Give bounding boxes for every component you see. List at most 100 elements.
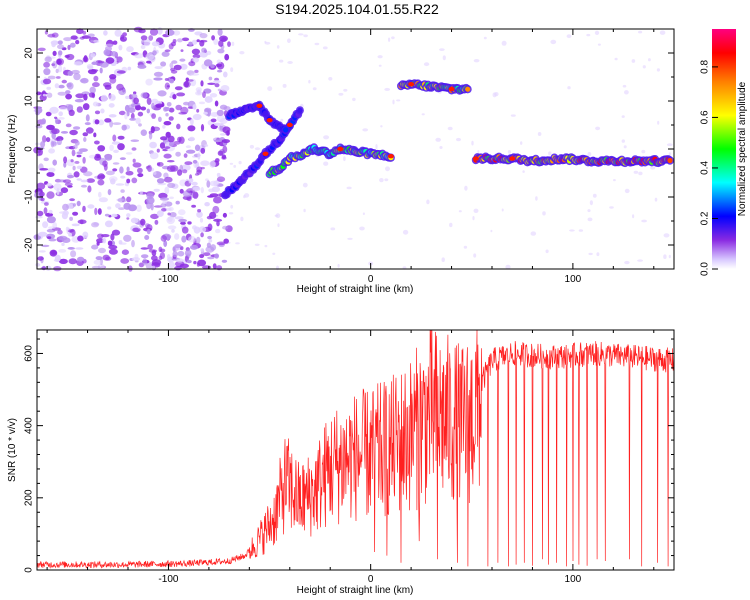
- noise-speck: [87, 204, 95, 209]
- noise-speck: [135, 105, 142, 111]
- noise-speck: [120, 175, 126, 179]
- noise-speck: [187, 221, 192, 225]
- noise-speck: [124, 112, 128, 120]
- y-tick-label: 20: [24, 47, 35, 59]
- noise-speck: [435, 137, 442, 142]
- noise-speck: [196, 211, 203, 218]
- noise-speck: [164, 176, 173, 183]
- noise-speck: [613, 179, 616, 182]
- noise-speck: [75, 39, 80, 45]
- noise-speck: [158, 255, 163, 261]
- noise-speck: [47, 75, 56, 80]
- noise-speck: [71, 69, 80, 75]
- noise-speck: [402, 229, 409, 235]
- noise-speck: [205, 50, 212, 56]
- y-tick-label: 200: [24, 489, 35, 506]
- noise-speck: [162, 200, 167, 204]
- noise-speck: [71, 149, 76, 157]
- noise-speck: [67, 44, 71, 51]
- noise-speck: [92, 82, 100, 88]
- spectrogram-y-label: Frequency (Hz): [7, 115, 18, 184]
- noise-speck: [140, 218, 146, 226]
- noise-speck: [94, 140, 100, 145]
- noise-speck: [70, 250, 77, 258]
- colorbar-tick-label: 0.4: [700, 161, 711, 175]
- noise-speck: [217, 28, 223, 36]
- noise-speck: [120, 258, 130, 264]
- noise-speck: [222, 225, 229, 230]
- noise-speck: [67, 174, 75, 179]
- noise-speck: [57, 229, 63, 235]
- spectrogram-traces: [221, 79, 674, 200]
- noise-speck: [621, 115, 625, 118]
- noise-speck: [190, 73, 200, 76]
- noise-speck: [589, 200, 594, 206]
- noise-speck: [44, 202, 49, 206]
- noise-speck: [166, 165, 176, 173]
- noise-speck: [53, 183, 62, 191]
- noise-speck: [137, 173, 144, 178]
- noise-speck: [150, 213, 159, 220]
- noise-speck: [145, 78, 153, 86]
- noise-speck: [99, 174, 106, 179]
- y-tick-label: 600: [24, 345, 35, 362]
- noise-speck: [140, 129, 147, 136]
- noise-speck: [163, 153, 172, 159]
- noise-speck: [191, 48, 200, 55]
- noise-speck: [46, 183, 53, 187]
- noise-speck: [126, 46, 134, 53]
- noise-speck: [63, 37, 72, 42]
- noise-speck: [51, 132, 56, 140]
- noise-speck: [48, 209, 53, 214]
- noise-speck: [492, 92, 497, 98]
- noise-speck: [197, 209, 202, 213]
- noise-speck: [198, 226, 207, 233]
- noise-speck: [346, 186, 352, 190]
- noise-speck: [43, 68, 51, 76]
- noise-speck: [195, 87, 202, 93]
- noise-speck: [337, 263, 340, 268]
- x-tick-label: 0: [368, 574, 374, 585]
- noise-speck: [93, 75, 99, 82]
- noise-speck: [167, 216, 173, 222]
- noise-speck: [264, 40, 267, 44]
- noise-speck: [243, 195, 246, 199]
- noise-speck: [510, 114, 516, 117]
- noise-speck: [275, 213, 281, 219]
- noise-speck: [196, 108, 200, 113]
- noise-speck: [213, 38, 219, 46]
- noise-speck: [111, 229, 121, 236]
- noise-speck: [49, 106, 59, 114]
- noise-speck: [188, 236, 196, 243]
- noise-speck: [41, 118, 46, 125]
- noise-speck: [60, 187, 69, 194]
- noise-speck: [148, 132, 153, 140]
- noise-speck: [65, 90, 71, 95]
- noise-speck: [58, 258, 68, 264]
- noise-speck: [104, 118, 112, 123]
- noise-speck: [193, 260, 197, 265]
- noise-speck: [322, 46, 328, 50]
- noise-speck: [216, 109, 224, 117]
- noise-speck: [91, 222, 99, 228]
- colorbar-ticks: 0.0 0.2 0.4 0.6 0.8: [700, 60, 718, 276]
- noise-speck: [82, 132, 89, 137]
- noise-speck: [303, 34, 308, 38]
- noise-speck: [223, 106, 231, 111]
- noise-speck: [96, 175, 101, 180]
- noise-speck: [222, 145, 228, 154]
- noise-speck: [116, 83, 124, 91]
- noise-speck: [42, 221, 49, 229]
- noise-speck: [214, 83, 220, 88]
- noise-speck: [199, 40, 205, 47]
- noise-speck: [182, 169, 188, 174]
- noise-speck: [84, 122, 91, 126]
- noise-speck: [152, 171, 157, 175]
- noise-speck: [152, 50, 157, 56]
- noise-speck: [157, 90, 167, 97]
- noise-speck: [192, 54, 201, 59]
- noise-speck: [595, 126, 601, 131]
- noise-speck: [213, 80, 221, 84]
- noise-speck: [282, 83, 287, 88]
- noise-speck: [287, 38, 291, 43]
